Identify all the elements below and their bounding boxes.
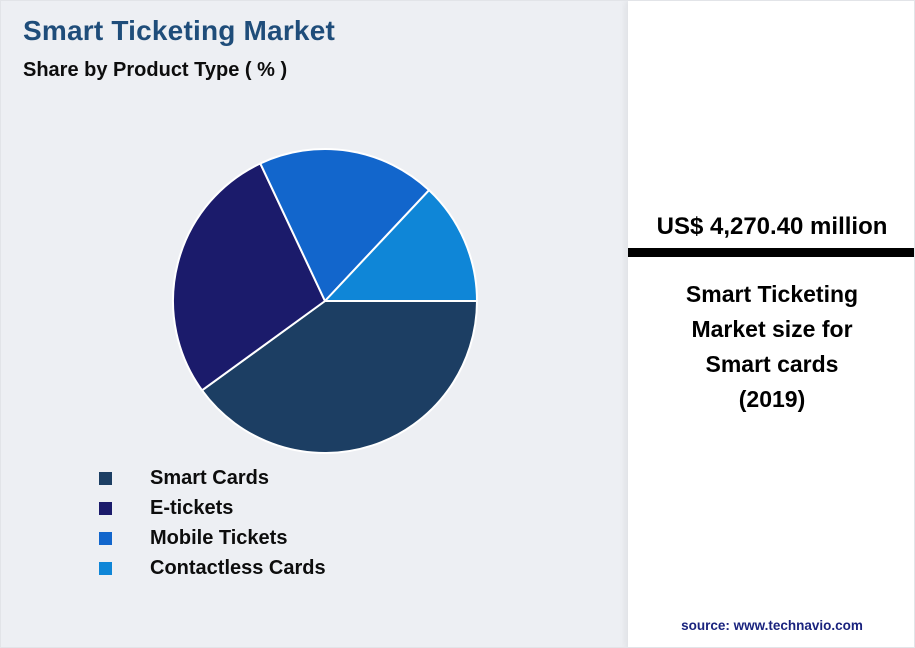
page-title: Smart Ticketing Market — [23, 15, 335, 46]
page-subtitle: Share by Product Type ( % ) — [23, 59, 288, 81]
legend: Smart Cards E-tickets Mobile Tickets Con… — [99, 463, 326, 583]
pie-slice-smart-cards — [201, 300, 478, 454]
legend-label: Smart Cards — [150, 466, 269, 489]
pie-slice-e-tickets — [172, 162, 326, 392]
caption-line: Smart Ticketing — [685, 281, 859, 307]
chart-area: Smart Ticketing Market Share by Product … — [1, 1, 628, 647]
pie-slice-mobile-tickets — [259, 148, 431, 302]
legend-item-contactless-cards: Contactless Cards — [99, 553, 326, 583]
source-attribution: source: www.technavio.com — [681, 618, 863, 633]
pie-chart-container — [165, 141, 485, 461]
legend-label: Contactless Cards — [150, 556, 326, 579]
legend-swatch-e-tickets — [99, 501, 112, 515]
legend-item-mobile-tickets: Mobile Tickets — [99, 523, 326, 553]
market-size-caption: Smart Ticketing Market size for Smart ca… — [628, 277, 914, 417]
market-size-value: US$ 4,270.40 million — [656, 213, 888, 240]
pie-chart — [172, 148, 478, 454]
legend-item-e-tickets: E-tickets — [99, 493, 326, 523]
legend-swatch-contactless-cards — [99, 561, 112, 575]
legend-item-smart-cards: Smart Cards — [99, 463, 326, 493]
highlight-panel: US$ 4,270.40 million Smart Ticketing Mar… — [628, 1, 914, 647]
panel-divider — [628, 248, 914, 257]
pie-slice-contactless-cards — [324, 189, 478, 302]
legend-label: Mobile Tickets — [150, 526, 288, 549]
caption-line: Market size for — [691, 316, 853, 342]
legend-swatch-smart-cards — [99, 471, 112, 485]
caption-line: Smart cards — [705, 351, 839, 377]
legend-label: E-tickets — [150, 496, 234, 519]
legend-swatch-mobile-tickets — [99, 531, 112, 545]
caption-line: (2019) — [738, 386, 806, 412]
